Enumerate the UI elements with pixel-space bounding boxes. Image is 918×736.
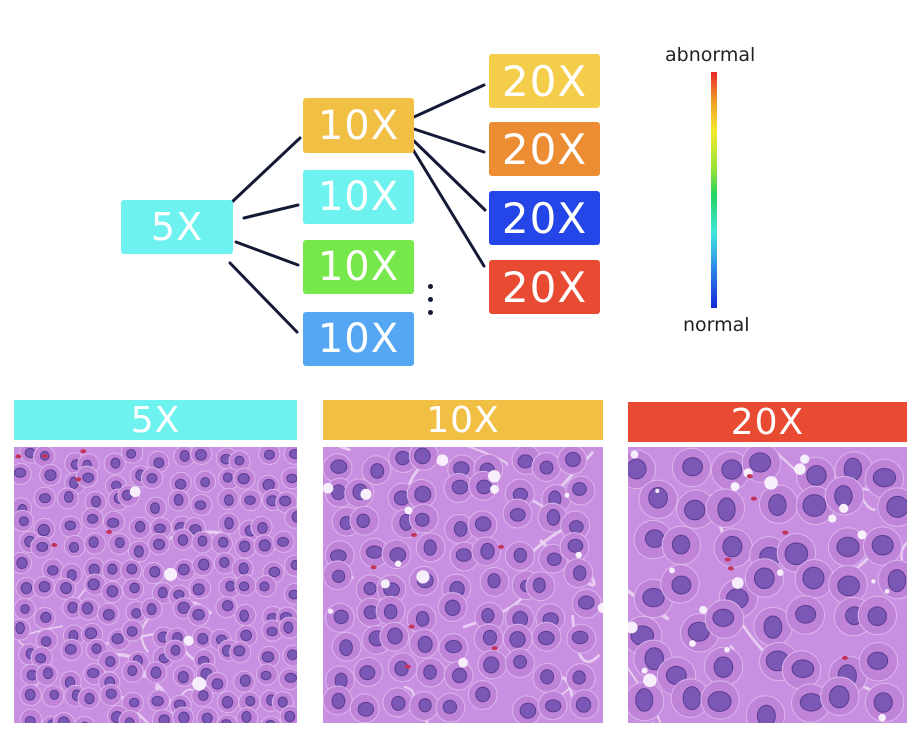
- abnormality-colorbar: [711, 72, 717, 308]
- edge-10x-20x-1: [412, 83, 486, 119]
- node-20x-3: 20X: [489, 191, 600, 245]
- node-10x-4: 10X: [303, 312, 414, 366]
- node-20x-1: 20X: [489, 54, 600, 108]
- more-branches-ellipsis: [428, 284, 436, 323]
- node-10x-2: 10X: [303, 170, 414, 224]
- edge-5x-10x-1: [230, 136, 302, 204]
- tissue-image-20x: [628, 447, 907, 723]
- node-10x-1: 10X: [303, 98, 414, 153]
- edge-5x-10x-3: [234, 240, 300, 267]
- edge-10x-20x-4: [410, 146, 486, 268]
- edge-5x-10x-2: [242, 203, 300, 220]
- edge-5x-10x-4: [228, 261, 299, 334]
- legend-top-label: abnormal: [665, 44, 756, 66]
- panel-banner-5x: 5X: [14, 400, 297, 441]
- panel-banner-20x: 20X: [628, 402, 907, 443]
- node-5x: 5X: [121, 200, 233, 254]
- edge-10x-20x-3: [412, 139, 487, 212]
- node-10x-3: 10X: [303, 240, 414, 294]
- node-20x-2: 20X: [489, 122, 600, 176]
- node-20x-4: 20X: [489, 260, 600, 314]
- panel-banner-10x: 10X: [323, 400, 603, 441]
- edge-10x-20x-2: [412, 127, 486, 154]
- legend-bottom-label: normal: [683, 314, 750, 336]
- tissue-image-5x: [14, 447, 297, 723]
- tissue-image-10x: [323, 447, 603, 723]
